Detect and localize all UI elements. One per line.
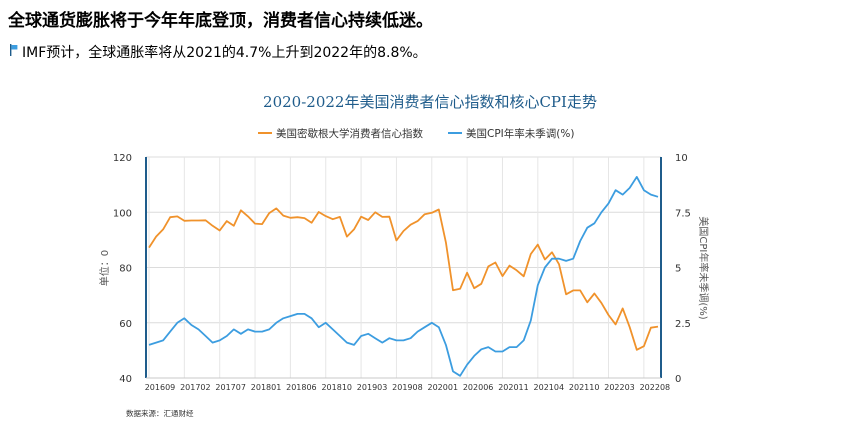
x-tick-label: 202001 (428, 383, 459, 392)
y-tick-left: 40 (119, 374, 132, 385)
flag-icon (10, 44, 18, 56)
chart-title: 2020-2022年美国消费者信心指数和核心CPI走势 (263, 93, 597, 111)
x-tick-label: 201609 (145, 383, 176, 392)
y-tick-left: 120 (113, 153, 132, 164)
legend: 美国密歇根大学消费者信心指数 美国CPI年率未季调(%) (258, 127, 574, 140)
y-tick-right: 0 (675, 374, 681, 385)
y-tick-right: 7.5 (675, 208, 691, 219)
y-tick-right: 10 (675, 153, 688, 164)
x-tick-label: 201707 (215, 383, 246, 392)
axis-labels: 40 60 80 100 120 0 2.5 5 7.5 10 201609 201702 201707… (98, 153, 710, 392)
grid (146, 156, 661, 379)
x-tick-label: 201801 (251, 383, 282, 392)
axes (145, 157, 662, 379)
x-tick-label: 202104 (534, 383, 565, 392)
subtitle-text: IMF预计，全球通胀率将从2021的4.7%上升到2022年的8.8%。 (22, 45, 427, 61)
legend-item-sentiment-label: 美国密歇根大学消费者信心指数 (276, 127, 423, 140)
legend-item-cpi-label: 美国CPI年率未季调(%) (466, 127, 574, 140)
x-tick-label: 202203 (604, 383, 635, 392)
series-line-cpi (148, 175, 659, 377)
x-tick-label: 202011 (498, 383, 529, 392)
y-axis-left-title: 单位：0 (98, 250, 111, 286)
y-tick-left: 100 (113, 208, 132, 219)
x-tick-label: 201810 (321, 383, 352, 392)
y-tick-right: 5 (675, 264, 681, 275)
y-axis-right-title: 美国CPI年率未季调(%) (697, 216, 710, 319)
y-tick-left: 80 (119, 264, 132, 275)
y-tick-right: 2.5 (675, 319, 691, 330)
x-tick-label: 201806 (286, 383, 317, 392)
x-tick-label: 202208 (640, 383, 671, 392)
source-note: 数据来源：汇通财经 (126, 409, 194, 418)
x-tick-label: 202006 (463, 383, 494, 392)
series-line-sentiment (148, 207, 659, 351)
x-tick-label: 202110 (569, 383, 600, 392)
headline: 全球通货膨胀将于今年年底登顶，消费者信心持续低迷。 (8, 11, 433, 31)
x-tick-label: 201702 (180, 383, 211, 392)
y-tick-left: 60 (119, 319, 132, 330)
x-tick-label: 201908 (392, 383, 423, 392)
x-tick-label: 201903 (357, 383, 388, 392)
series-lines (148, 175, 659, 377)
